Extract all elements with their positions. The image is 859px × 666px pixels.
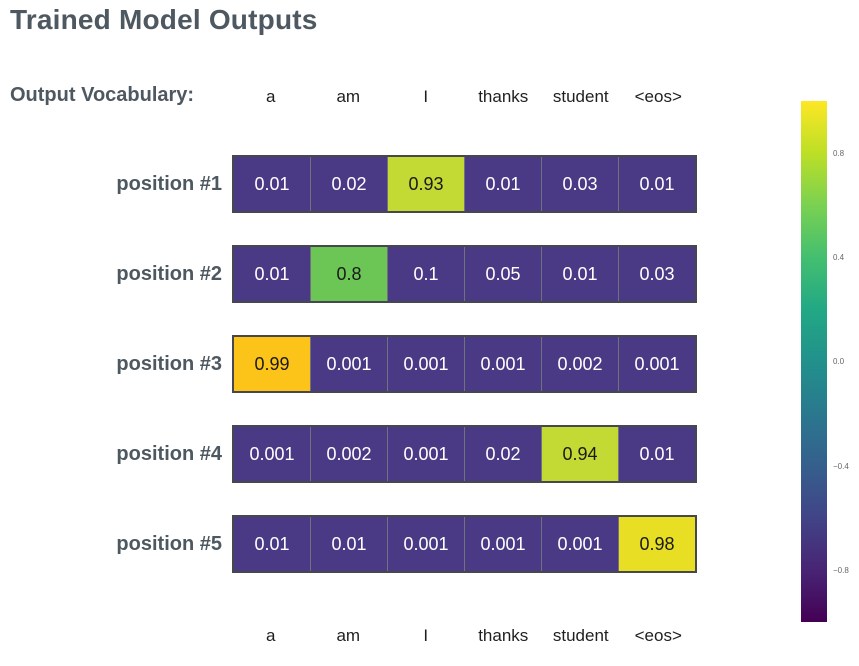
vocab-item-a: a	[266, 87, 276, 106]
probability-cell: 0.001	[387, 337, 464, 391]
vocab-item-student: student	[552, 87, 609, 106]
probability-cell: 0.001	[464, 337, 541, 391]
probability-cell: 0.98	[618, 517, 695, 571]
viridis-colorbar	[801, 101, 827, 622]
probability-row-2: 0.01 0.8 0.1 0.05 0.01 0.03	[232, 245, 697, 303]
vocab-item-eos: <eos>	[634, 626, 682, 645]
probability-cell: 0.01	[234, 247, 310, 301]
vocab-item-thanks: thanks	[478, 87, 529, 106]
probability-cell: 0.01	[234, 157, 310, 211]
vocab-item-eos: <eos>	[634, 87, 682, 106]
probability-cell: 0.8	[310, 247, 387, 301]
probability-row-3: 0.99 0.001 0.001 0.001 0.002 0.001	[232, 335, 697, 393]
row-label-position-2: position #2	[116, 263, 222, 285]
vocab-item-student: student	[552, 626, 609, 645]
probability-cell: 0.05	[464, 247, 541, 301]
probability-row-5: 0.01 0.01 0.001 0.001 0.001 0.98	[232, 515, 697, 573]
probability-cell: 0.01	[464, 157, 541, 211]
probability-cell: 0.99	[234, 337, 310, 391]
probability-cell: 0.01	[618, 427, 695, 481]
probability-cell: 0.03	[618, 247, 695, 301]
probability-cell: 0.001	[234, 427, 310, 481]
probability-row-4: 0.001 0.002 0.001 0.02 0.94 0.01	[232, 425, 697, 483]
vocab-item-thanks: thanks	[478, 626, 529, 645]
probability-cell: 0.001	[541, 517, 618, 571]
probability-cell: 0.01	[310, 517, 387, 571]
vocab-item-i: I	[423, 87, 429, 106]
probability-cell: 0.02	[464, 427, 541, 481]
colorbar-tick-label: 0.8	[833, 149, 845, 158]
probability-cell: 0.01	[541, 247, 618, 301]
probability-cell: 0.002	[541, 337, 618, 391]
probability-cell: 0.1	[387, 247, 464, 301]
probability-cell: 0.001	[387, 427, 464, 481]
probability-row-1: 0.01 0.02 0.93 0.01 0.03 0.01	[232, 155, 697, 213]
probability-cell: 0.001	[464, 517, 541, 571]
row-label-position-5: position #5	[116, 533, 222, 555]
colorbar-tick-label: 0.4	[833, 253, 845, 262]
vocab-header-top: a am I thanks student <eos>	[232, 87, 697, 107]
probability-cell: 0.93	[387, 157, 464, 211]
output-vocabulary-label: Output Vocabulary:	[10, 84, 195, 106]
vocab-item-a: a	[266, 626, 276, 645]
row-label-position-3: position #3	[116, 353, 222, 375]
probability-cell: 0.001	[310, 337, 387, 391]
probability-cell: 0.02	[310, 157, 387, 211]
colorbar-tick-label: 0.0	[833, 357, 845, 366]
colorbar-tick-label: −0.4	[833, 462, 849, 471]
probability-cell: 0.01	[234, 517, 310, 571]
vocab-header-bottom: a am I thanks student <eos>	[232, 626, 697, 646]
probability-cell: 0.03	[541, 157, 618, 211]
probability-cell: 0.001	[387, 517, 464, 571]
page-title: Trained Model Outputs	[10, 4, 318, 35]
row-label-position-1: position #1	[116, 173, 222, 195]
vocab-item-am: am	[336, 626, 361, 645]
probability-cell: 0.01	[618, 157, 695, 211]
colorbar-tick-label: −0.8	[833, 566, 849, 575]
probability-cell: 0.002	[310, 427, 387, 481]
probability-cell: 0.001	[618, 337, 695, 391]
probability-cell: 0.94	[541, 427, 618, 481]
row-label-position-4: position #4	[116, 443, 222, 465]
vocab-item-am: am	[336, 87, 361, 106]
vocab-item-i: I	[423, 626, 429, 645]
